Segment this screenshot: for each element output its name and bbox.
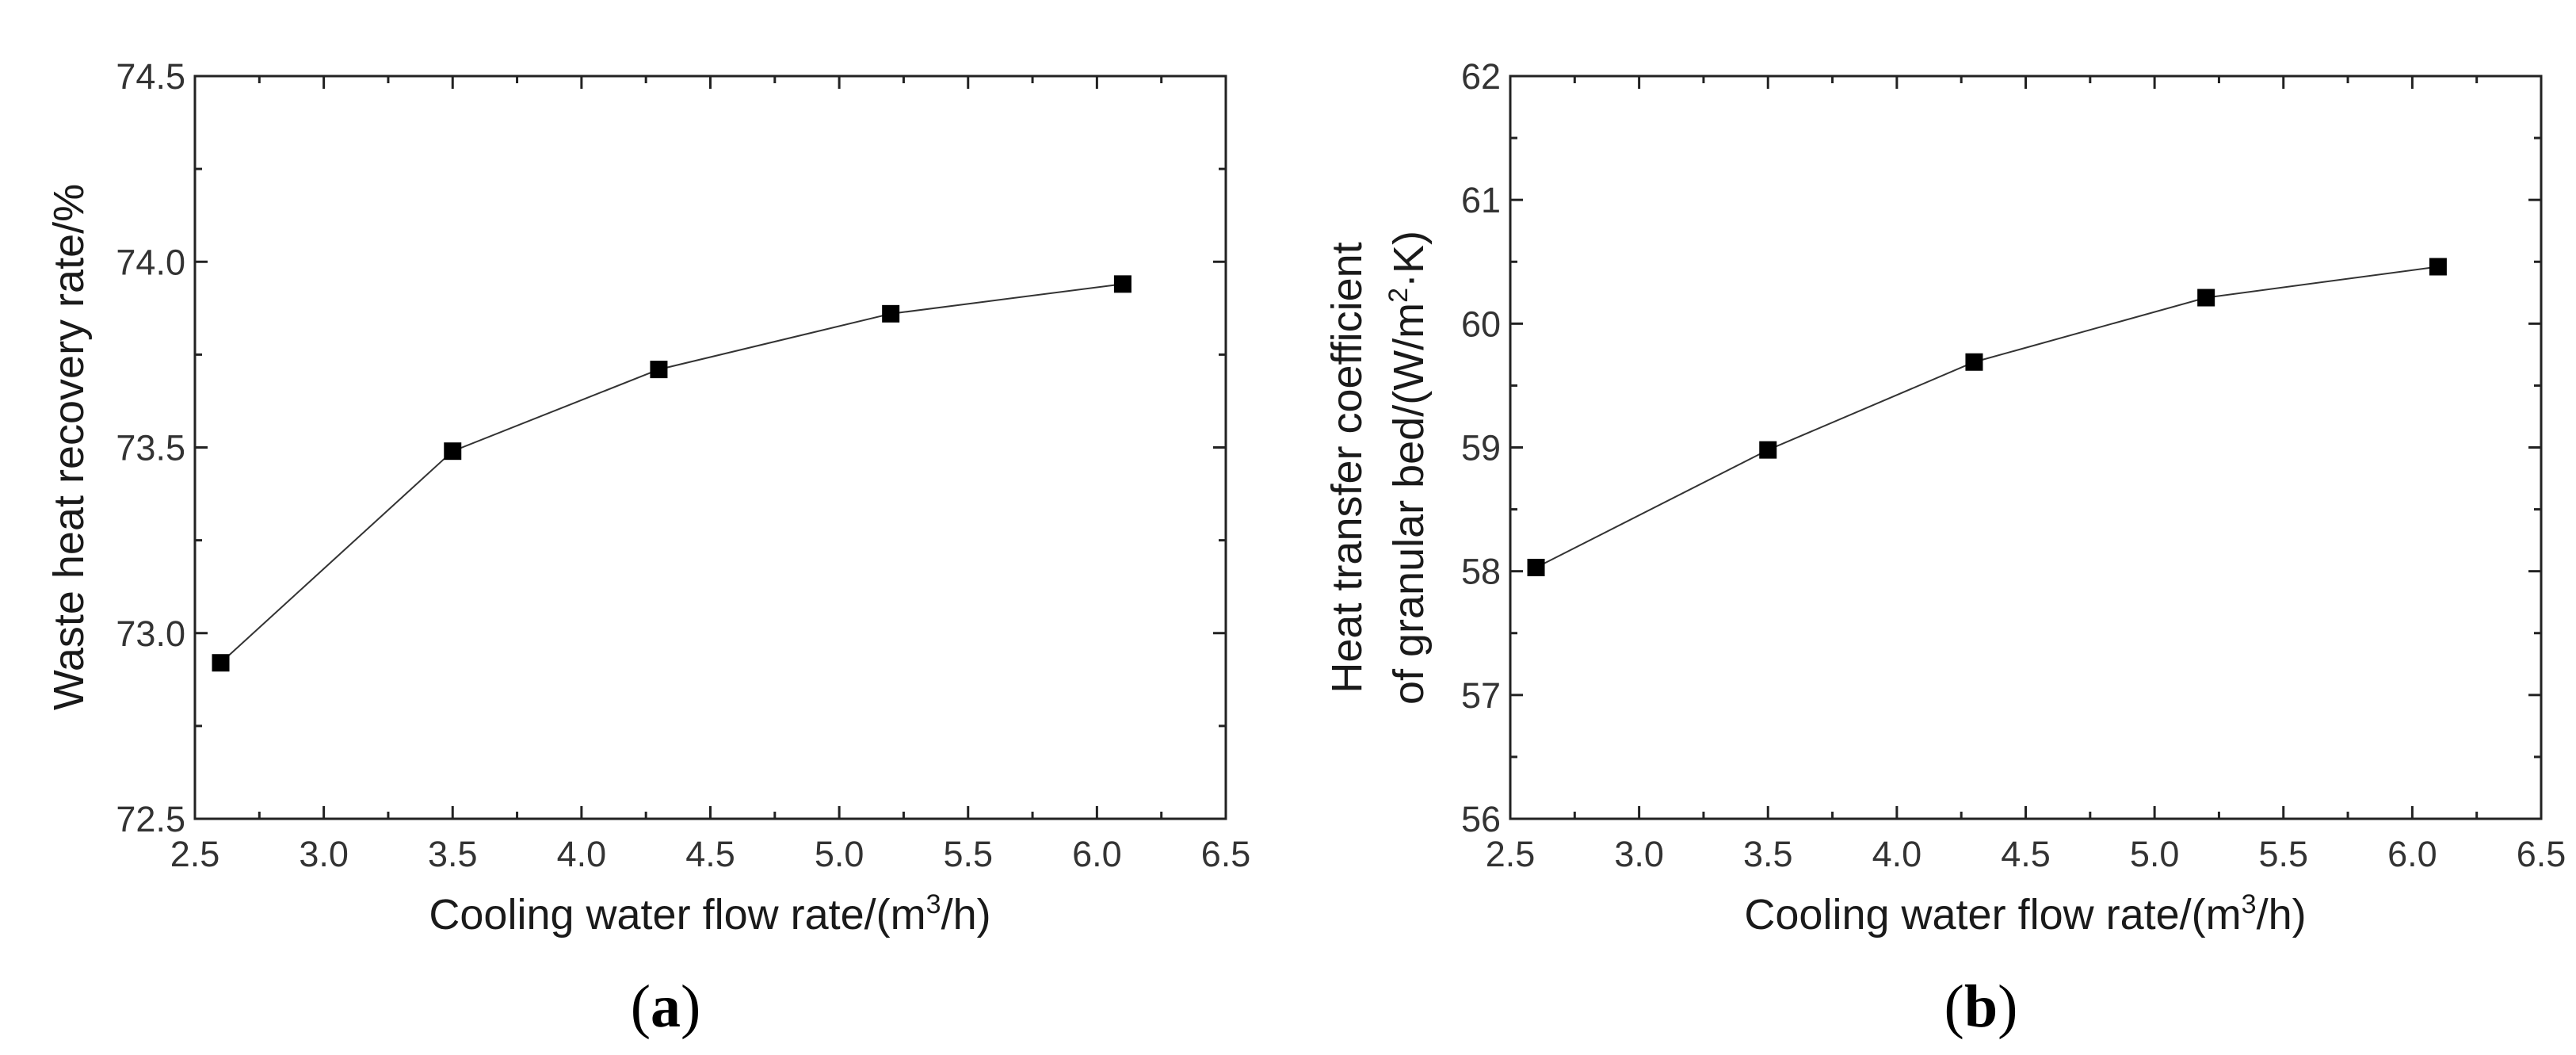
plot-frame xyxy=(1509,75,2543,820)
data-point xyxy=(650,361,668,379)
y-axis-title-line-2: of granular bed/(W/m2·K) xyxy=(1383,231,1433,705)
y-tick-label: 58 xyxy=(1461,552,1501,592)
chart-panel-a: 2.5 3.0 3.5 4.0 4.5 5.0 5.5 6.0 6.5 72.5… xyxy=(45,56,1250,1040)
x-tick-label: 2.5 xyxy=(170,834,220,874)
chart-panel-b: 2.5 3.0 3.5 4.0 4.5 5.0 5.5 6.0 6.5 56 5… xyxy=(1323,56,2566,1040)
x-tick-label: 6.0 xyxy=(1072,834,1122,874)
x-tick-label: 4.5 xyxy=(2001,834,2051,874)
x-tick-label: 5.0 xyxy=(815,834,864,874)
series-line xyxy=(219,283,1124,663)
panel-label: (b) xyxy=(1944,973,2018,1040)
data-point xyxy=(1527,558,1545,576)
y-tick-label: 73.5 xyxy=(116,428,185,468)
data-point xyxy=(1759,441,1777,459)
x-tick-label: 6.5 xyxy=(1201,834,1251,874)
y-tick-label: 74.5 xyxy=(116,56,185,97)
y-tick-label: 62 xyxy=(1461,56,1501,97)
data-point xyxy=(2429,258,2447,276)
data-series xyxy=(1527,258,2447,576)
x-tick-labels: 2.5 3.0 3.5 4.0 4.5 5.0 5.5 6.0 6.5 xyxy=(1486,834,2566,874)
x-tick-label: 2.5 xyxy=(1486,834,1536,874)
x-tick-label: 4.0 xyxy=(1872,834,1922,874)
data-point xyxy=(444,442,462,461)
axis-ticks xyxy=(1509,75,2543,820)
x-axis-title: Cooling water flow rate/(m3/h) xyxy=(1744,889,2306,938)
y-tick-labels: 72.5 73.0 73.5 74.0 74.5 xyxy=(116,56,185,839)
y-tick-label: 61 xyxy=(1461,180,1501,220)
x-tick-label: 5.5 xyxy=(943,834,993,874)
x-tick-labels: 2.5 3.0 3.5 4.0 4.5 5.0 5.5 6.0 6.5 xyxy=(170,834,1251,874)
x-tick-label: 4.0 xyxy=(557,834,607,874)
x-tick-label: 6.5 xyxy=(2517,834,2566,874)
x-tick-label: 3.0 xyxy=(299,834,349,874)
y-tick-label: 57 xyxy=(1461,675,1501,716)
data-point xyxy=(2197,289,2215,307)
panel-label: (a) xyxy=(631,973,701,1040)
y-tick-label: 60 xyxy=(1461,304,1501,344)
data-point xyxy=(1113,275,1132,293)
x-tick-label: 5.0 xyxy=(2130,834,2180,874)
y-tick-labels: 56 57 58 59 60 61 62 xyxy=(1461,56,1501,839)
x-tick-label: 3.5 xyxy=(428,834,478,874)
plot-frame xyxy=(193,75,1227,820)
y-tick-label: 73.0 xyxy=(116,614,185,654)
series-line xyxy=(1536,266,2439,568)
x-tick-label: 6.0 xyxy=(2387,834,2437,874)
y-axis-title: Waste heat recovery rate/% xyxy=(45,184,93,710)
axis-ticks xyxy=(193,75,1227,820)
x-tick-label: 5.5 xyxy=(2258,834,2308,874)
y-tick-label: 74.0 xyxy=(116,242,185,282)
data-point xyxy=(882,304,900,323)
x-axis-title: Cooling water flow rate/(m3/h) xyxy=(429,889,990,938)
y-axis-title: Heat transfer coefficient xyxy=(1323,242,1371,693)
data-point xyxy=(212,654,230,672)
y-tick-label: 59 xyxy=(1461,428,1501,468)
y-tick-label: 56 xyxy=(1461,799,1501,839)
data-series xyxy=(212,275,1132,672)
y-tick-label: 72.5 xyxy=(116,799,185,839)
x-tick-label: 3.5 xyxy=(1743,834,1793,874)
data-point xyxy=(1965,353,1983,371)
x-tick-label: 3.0 xyxy=(1614,834,1664,874)
x-tick-label: 4.5 xyxy=(685,834,735,874)
